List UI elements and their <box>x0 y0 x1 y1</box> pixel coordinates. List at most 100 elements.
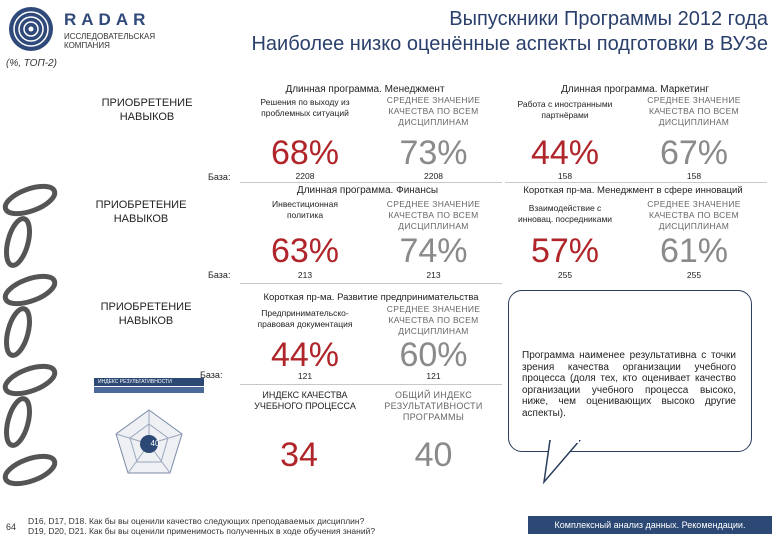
quality-index-label-line1: ИНДЕКС КАЧЕСТВА <box>262 390 348 400</box>
avg-l3: ДИСЦИПЛИНАМ <box>658 221 730 231</box>
block1-label-line1: Решения по выходу из <box>260 97 350 107</box>
base-label-2: База: <box>208 270 231 280</box>
units-note: (%, ТОП-2) <box>6 58 57 69</box>
page-subtitle: Наиболее низко оценённые аспекты подгото… <box>251 33 768 55</box>
block2-avg-base-n: 158 <box>686 171 702 181</box>
acq2-line2: НАВЫКОВ <box>113 213 169 225</box>
separator <box>240 384 502 385</box>
logo-subtitle: ИССЛЕДОВАТЕЛЬСКАЯ КОМПАНИЯ <box>64 32 155 50</box>
avg-l2: КАЧЕСТВА ПО ВСЕМ <box>388 210 479 220</box>
block4-base-n: 255 <box>557 270 573 280</box>
block5-avg-label: СРЕДНЕЕ ЗНАЧЕНИЕ КАЧЕСТВА ПО ВСЕМ ДИСЦИП… <box>366 304 501 337</box>
section-footer-bar: Комплексный анализ данных. Рекомендации. <box>528 516 772 534</box>
block1-avg-label: СРЕДНЕЕ ЗНАЧЕНИЕ КАЧЕСТВА ПО ВСЕМ ДИСЦИП… <box>366 95 501 128</box>
avg-l2: КАЧЕСТВА ПО ВСЕМ <box>388 106 479 116</box>
logo-sub-line2: КОМПАНИЯ <box>64 41 110 50</box>
block3-label-line2: политика <box>286 210 324 220</box>
block2-base-n: 158 <box>557 171 573 181</box>
block5-label: Предпринимательско- правовая документаци… <box>240 308 370 330</box>
block3-base-n: 213 <box>297 270 313 280</box>
result-index-label-line1: ОБЩИЙ ИНДЕКС <box>394 390 473 400</box>
result-index-label: ОБЩИЙ ИНДЕКС РЕЗУЛЬТАТИВНОСТИ ПРОГРАММЫ <box>366 390 501 423</box>
separator <box>240 182 502 183</box>
avg-l1: СРЕДНЕЕ ЗНАЧЕНИЕ <box>386 95 481 105</box>
avg-l1: СРЕДНЕЕ ЗНАЧЕНИЕ <box>647 199 741 209</box>
block3-label-line1: Инвестиционная <box>272 199 338 209</box>
page-title: Выпускники Программы 2012 года <box>449 8 768 30</box>
block1-value: 68% <box>270 134 340 172</box>
block-title-entrepreneurship: Короткая пр-ма. Развитие предприниматель… <box>263 292 479 303</box>
result-index-label-line3: ПРОГРАММЫ <box>402 412 465 422</box>
block1-base-n: 2208 <box>295 171 315 181</box>
block4-value: 57% <box>530 232 600 270</box>
block5-label-line1: Предпринимательско- <box>261 308 349 318</box>
avg-l1: СРЕДНЕЕ ЗНАЧЕНИЕ <box>647 95 741 105</box>
acq3-line1: ПРИОБРЕТЕНИЕ <box>100 301 192 313</box>
result-index-label-line2: РЕЗУЛЬТАТИВНОСТИ <box>384 401 483 411</box>
block4-label: Взаимодействие с инновац. посредниками <box>500 203 630 225</box>
footnote-line2: D19, D20, D21. Как бы вы оценили примени… <box>28 526 376 536</box>
block-title-management: Длинная программа. Менеджмент <box>285 84 445 95</box>
callout-box <box>508 290 752 452</box>
block1-label-line2: проблемных ситуаций <box>261 108 349 118</box>
acq2-line1: ПРИОБРЕТЕНИЕ <box>95 199 187 211</box>
block5-value: 44% <box>270 336 340 374</box>
block-title-finance: Длинная программа. Финансы <box>296 185 439 196</box>
footnote: D16, D17, D18. Как бы вы оценили качеств… <box>28 516 375 536</box>
avg-l3: ДИСЦИПЛИНАМ <box>398 221 469 231</box>
index-card-value: 40 <box>150 439 160 448</box>
avg-l3: ДИСЦИПЛИНАМ <box>398 117 469 127</box>
block2-avg-value: 67% <box>659 134 729 172</box>
avg-l3: ДИСЦИПЛИНАМ <box>398 326 469 336</box>
avg-l2: КАЧЕСТВА ПО ВСЕМ <box>388 315 479 325</box>
block4-avg-base-n: 255 <box>686 270 702 280</box>
logo-name: RADAR <box>64 10 151 29</box>
avg-l2: КАЧЕСТВА ПО ВСЕМ <box>649 210 739 220</box>
block-title-marketing: Длинная программа. Маркетинг <box>561 84 709 95</box>
avg-l1: СРЕДНЕЕ ЗНАЧЕНИЕ <box>386 199 481 209</box>
avg-l1: СРЕДНЕЕ ЗНАЧЕНИЕ <box>386 304 481 314</box>
acq1-line1: ПРИОБРЕТЕНИЕ <box>101 97 193 109</box>
acq1-line2: НАВЫКОВ <box>119 111 175 123</box>
block5-avg-value: 60% <box>399 336 468 374</box>
block4-avg-value: 61% <box>659 232 729 270</box>
block2-label: Работа с иностранными партнёрами <box>500 99 630 121</box>
block-title-innovation: Короткая пр-ма. Менеджмент в сфере иннов… <box>523 185 743 196</box>
block3-avg-label: СРЕДНЕЕ ЗНАЧЕНИЕ КАЧЕСТВА ПО ВСЕМ ДИСЦИП… <box>366 199 501 232</box>
callout-pointer <box>542 440 581 484</box>
quality-index-diagram <box>94 378 204 474</box>
quality-index-value: 34 <box>280 436 318 474</box>
separator <box>240 283 502 284</box>
block1-avg-value: 73% <box>399 134 468 172</box>
block1-label: Решения по выходу из проблемных ситуаций <box>240 97 370 119</box>
block5-label-line2: правовая документация <box>257 319 353 329</box>
block3-avg-value: 74% <box>399 232 468 270</box>
separator <box>505 182 767 183</box>
block2-value: 44% <box>530 134 600 172</box>
result-index-value: 40 <box>414 436 453 474</box>
block3-label: Инвестиционная политика <box>240 199 370 221</box>
footnote-line1: D16, D17, D18. Как бы вы оценили качеств… <box>28 516 365 526</box>
quality-index-label: ИНДЕКС КАЧЕСТВА УЧЕБНОГО ПРОЦЕССА <box>240 390 370 412</box>
block2-label-line2: партнёрами <box>541 110 589 120</box>
block1-avg-base-n: 2208 <box>424 171 443 181</box>
block3-avg-base-n: 213 <box>426 270 441 280</box>
index-card-title: ИНДЕКС РЕЗУЛЬТАТИВНОСТИ <box>98 379 172 385</box>
acquisition-label-1: ПРИОБРЕТЕНИЕ НАВЫКОВ <box>92 96 202 124</box>
base-label-3: База: <box>200 370 223 380</box>
block3-value: 63% <box>270 232 340 270</box>
block4-avg-label: СРЕДНЕЕ ЗНАЧЕНИЕ КАЧЕСТВА ПО ВСЕМ ДИСЦИП… <box>624 199 764 232</box>
logo: RADAR ИССЛЕДОВАТЕЛЬСКАЯ КОМПАНИЯ <box>8 4 158 56</box>
callout-text: Программа наименее результативна с точки… <box>522 350 736 419</box>
block4-label-line2: инновац. посредниками <box>517 214 613 224</box>
acq3-line2: НАВЫКОВ <box>118 315 174 327</box>
logo-sub-line1: ИССЛЕДОВАТЕЛЬСКАЯ <box>64 32 156 41</box>
block2-label-line1: Работа с иностранными <box>517 99 613 109</box>
avg-l2: КАЧЕСТВА ПО ВСЕМ <box>649 106 739 116</box>
avg-l3: ДИСЦИПЛИНАМ <box>658 117 730 127</box>
block5-base-n: 121 <box>297 371 313 381</box>
page-number: 64 <box>6 522 17 532</box>
block2-avg-label: СРЕДНЕЕ ЗНАЧЕНИЕ КАЧЕСТВА ПО ВСЕМ ДИСЦИП… <box>624 95 764 128</box>
base-label-1: База: <box>208 172 231 182</box>
radar-logo-icon <box>9 7 53 51</box>
